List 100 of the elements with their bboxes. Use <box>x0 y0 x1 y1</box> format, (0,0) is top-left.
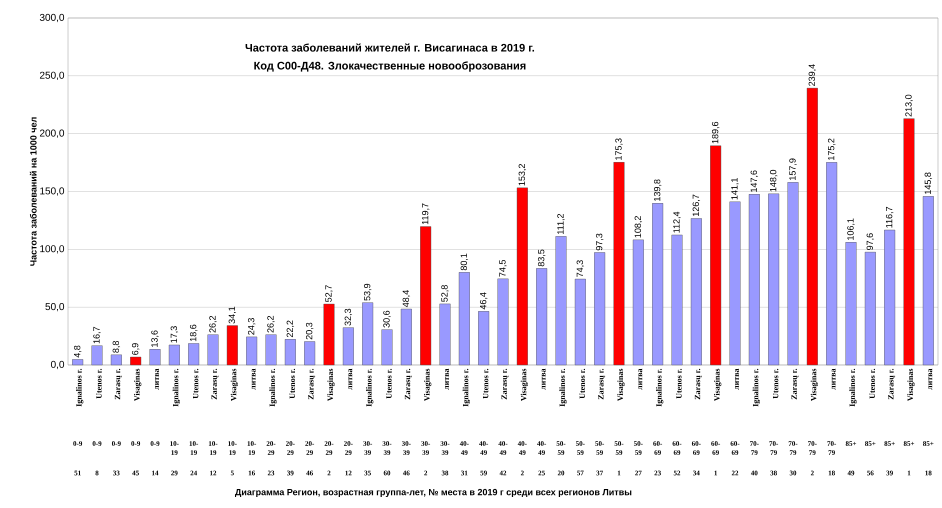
data-label: 32,3 <box>344 308 352 326</box>
data-label: 26,2 <box>267 316 275 333</box>
data-label: 153,2 <box>518 164 526 186</box>
data-label: 16,7 <box>93 326 101 344</box>
bar <box>207 334 219 366</box>
bar <box>536 268 548 366</box>
bar <box>458 272 470 366</box>
x-tick-label: Visaginas <box>714 368 722 402</box>
bar <box>516 188 528 366</box>
x-tick-label: Zarasų г. <box>694 368 702 400</box>
bar <box>806 88 818 366</box>
data-label: 126,7 <box>692 194 700 216</box>
data-label: 46,4 <box>480 292 488 310</box>
data-label: 4,8 <box>74 346 82 358</box>
data-label: 48,4 <box>402 290 410 308</box>
data-label: 34,1 <box>228 306 236 324</box>
data-label: 239,4 <box>808 64 816 86</box>
x-tick-label: Zarasų г. <box>792 368 798 400</box>
x-tick-label: Utenos г. <box>96 368 102 399</box>
data-label: 26,2 <box>209 316 217 333</box>
data-label: 119,7 <box>422 203 430 224</box>
bar <box>671 234 683 366</box>
x-tick-label: литва <box>542 368 546 390</box>
bar <box>594 252 606 366</box>
y-tick-label: 50,0 <box>45 303 64 312</box>
data-label: 22,2 <box>286 320 294 338</box>
x-tick-label: Visaginas <box>907 368 915 402</box>
x-tick-label: Visaginas <box>810 368 818 402</box>
bar <box>420 226 432 366</box>
bar <box>613 162 625 366</box>
data-label: 145,8 <box>924 172 932 194</box>
bar <box>400 308 412 366</box>
data-label: 108,2 <box>634 216 642 238</box>
x-tick-label: литва <box>155 368 159 390</box>
data-label: 6,9 <box>132 343 140 355</box>
data-label: 147,6 <box>750 170 758 192</box>
data-label: 8,8 <box>112 340 120 353</box>
y-axis-title: Частота заболеваний на 1000 чел <box>30 117 37 266</box>
data-label: 175,2 <box>828 138 836 160</box>
x-tick-label: литва <box>445 368 449 390</box>
data-label: 116,7 <box>886 206 894 228</box>
bar <box>826 162 838 366</box>
data-label: 13,6 <box>151 330 159 347</box>
bar <box>574 278 586 366</box>
x-tick-label: Zarasų г. <box>598 368 606 400</box>
bar <box>91 345 103 366</box>
x-tick-label: Visaginas <box>520 368 528 402</box>
text: Частота заболеваний жителей г. Висагинаса в 2019 г. <box>246 43 534 52</box>
bar <box>342 327 354 366</box>
bar <box>439 304 451 366</box>
x-tick-label: Ignalinos г. <box>172 368 180 407</box>
data-label: 97,3 <box>596 234 604 250</box>
x-tick-label: Visaginas <box>617 368 625 402</box>
x-tick-label: литва <box>348 368 352 390</box>
x-tick-label: литва <box>832 368 836 390</box>
y-tick-label: 100,0 <box>40 245 64 254</box>
data-label: 18,6 <box>190 324 198 342</box>
y-tick-label: 150,0 <box>40 187 64 196</box>
bar <box>845 242 857 366</box>
bar <box>903 118 915 366</box>
bar <box>323 304 335 366</box>
x-tick-label: Ignalinos г. <box>269 368 277 407</box>
bar <box>652 203 664 366</box>
x-tick-label: Visaginas <box>424 368 432 402</box>
x-tick-label: Zarasų г. <box>212 368 218 400</box>
bar <box>632 240 644 366</box>
x-tick-label: Visaginas <box>327 368 335 402</box>
data-label: 52,7 <box>325 285 333 302</box>
x-tick-label: Ignalinos г. <box>559 368 567 407</box>
data-label: 80,1 <box>460 254 468 270</box>
x-tick-label: Zarasų г. <box>502 368 508 400</box>
x-tick-label: Visaginas <box>134 368 142 402</box>
x-tick-label: Ignalinos г. <box>656 368 664 407</box>
bar <box>555 236 567 366</box>
bar <box>149 349 161 366</box>
bar <box>748 194 760 366</box>
x-tick-label: литва <box>638 368 642 390</box>
bar <box>226 325 238 366</box>
bar <box>168 344 180 366</box>
text: Диаграмма Регион, возрастная группа-лет, № места в 2019 г среди всех регионов Литвы <box>234 488 632 498</box>
x-tick-label: литва <box>252 368 256 390</box>
bar <box>284 339 296 366</box>
bar <box>246 336 258 366</box>
data-label: 139,8 <box>654 179 662 201</box>
x-tick-label: Ignalinos г. <box>849 368 857 407</box>
bar <box>130 356 142 366</box>
text: Код С00-Д48. Злокачественные новооброзования <box>254 61 526 72</box>
x-tick-label: Visaginas <box>230 368 238 402</box>
bar <box>922 196 934 366</box>
x-tick-label: Utenos г. <box>580 368 586 399</box>
bar <box>304 341 316 366</box>
bar <box>497 278 509 366</box>
bar <box>710 145 722 366</box>
bar <box>729 202 741 366</box>
y-tick-label: 200,0 <box>40 130 64 138</box>
data-label: 189,6 <box>712 122 720 144</box>
data-label: 74,5 <box>499 260 507 277</box>
data-label: 111,2 <box>557 214 565 234</box>
data-label: 175,3 <box>615 138 623 160</box>
bar <box>884 230 896 366</box>
